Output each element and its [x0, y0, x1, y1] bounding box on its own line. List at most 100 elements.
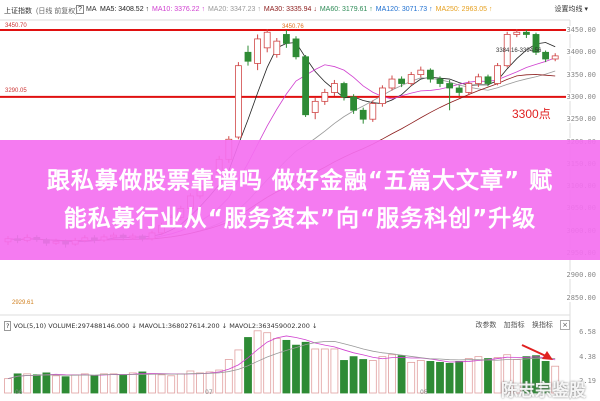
- chart-mode[interactable]: (日线 前复权): [36, 8, 78, 15]
- volume-bar: [464, 358, 473, 394]
- candle-body: [542, 51, 549, 60]
- bottom-line-label: 3290.05: [5, 88, 27, 94]
- volume-bar: [215, 369, 224, 394]
- volume-help-icon[interactable]: ?: [4, 321, 12, 331]
- volume-bar: [244, 337, 252, 394]
- ma-value-3: MA30: 3335.94 ↓: [263, 6, 317, 13]
- candle-body: [446, 83, 454, 89]
- mavol1-line: [7, 335, 556, 380]
- volume-bar: [368, 360, 377, 394]
- x-label-jun: 06: [15, 389, 23, 396]
- volume-bar: [4, 378, 12, 394]
- candle-body: [369, 103, 377, 120]
- volume-bar: [196, 372, 204, 394]
- change-params-button[interactable]: 改参数: [475, 321, 497, 329]
- volume-bar: [167, 375, 176, 394]
- ma-value-2: MA20: 3347.23 ↑: [207, 6, 261, 13]
- candle-body: [503, 34, 511, 67]
- candle-body: [388, 78, 396, 89]
- candle-body: [244, 51, 252, 62]
- candle-body: [254, 38, 262, 64]
- volume-bar: [455, 361, 464, 394]
- volume-bar: [80, 373, 89, 394]
- candle-body: [407, 74, 415, 84]
- volume-bar: [503, 354, 512, 394]
- volume-bar: [100, 373, 108, 394]
- low-label: 2929.61: [12, 300, 34, 306]
- price-axis-label: 3300.00: [566, 92, 596, 101]
- price-axis-label: 2850.00: [566, 293, 596, 302]
- ma-value-6: MA250: 2963.05 ↑: [435, 6, 493, 13]
- weibo-watermark: 陈志宗鉴股: [501, 381, 586, 401]
- candle-body: [302, 56, 310, 116]
- candle-body: [350, 96, 358, 111]
- candle-body: [359, 109, 367, 120]
- volume-bar: [138, 371, 147, 394]
- volume-bar: [157, 374, 166, 394]
- red-arrow: [521, 344, 549, 358]
- close-icon[interactable]: ×: [560, 320, 570, 330]
- volume-bar: [282, 339, 291, 394]
- support-label: 3300点: [512, 107, 551, 121]
- candle-body: [234, 65, 242, 138]
- volume-bar: [23, 373, 32, 394]
- volume-bar: [436, 361, 444, 394]
- volume-bar: [301, 341, 310, 394]
- candle-body: [330, 83, 338, 93]
- volume-bar: [416, 360, 425, 394]
- candle-body: [484, 76, 492, 84]
- candle-body: [474, 76, 482, 84]
- headline-line-1: 跟私募做股票靠谱吗 做好金融“五篇大文章” 赋: [46, 168, 554, 194]
- volume-header: ? VOL(5,10) VOLUME:297488146.000 ↓ MAVOL…: [4, 321, 318, 331]
- candle-body: [436, 78, 444, 84]
- volume-bar: [205, 371, 214, 394]
- candle-body: [551, 55, 559, 60]
- candle-body: [417, 69, 425, 75]
- volume-bar: [52, 375, 60, 394]
- volume-bar: [128, 372, 137, 394]
- ma-value-0: MA5: 3408.52 ↑: [100, 6, 150, 13]
- candle-body: [494, 65, 502, 84]
- volume-bar: [426, 361, 435, 394]
- ma-values: MA5: 3408.52 ↑ MA10: 3376.22 ↑ MA20: 3347.…: [100, 6, 495, 13]
- ma-settings-dropdown[interactable]: 设置均线 ▾: [551, 4, 588, 14]
- volume-bar: [378, 356, 387, 394]
- volume-bar: [119, 374, 128, 394]
- volume-bar: [445, 362, 454, 394]
- help-icon[interactable]: ?: [76, 5, 84, 14]
- volume-bar: [42, 372, 51, 394]
- chart-header: 上证指数 (日线 前复权) ? MA MA5: 3408.52 ↑ MA10: 3…: [0, 0, 600, 20]
- volume-bar: [32, 374, 41, 394]
- volume-values: VOL(5,10) VOLUME:297488146.000 ↓ MAVOL1:…: [13, 322, 318, 330]
- candle-body: [398, 78, 406, 84]
- volume-bar: [474, 356, 483, 394]
- volume-bar: [349, 356, 358, 394]
- candle-body: [523, 31, 530, 35]
- candle-body: [378, 87, 386, 104]
- volume-bar: [330, 348, 339, 394]
- volume-bar: [359, 359, 368, 394]
- high-label: 3450.76: [282, 24, 304, 30]
- indicator-buttons: 改参数 加指标 换指标 ×: [470, 320, 570, 330]
- volume-bar: [532, 355, 540, 394]
- add-indicator-button[interactable]: 加指标: [503, 321, 525, 329]
- candle-body: [311, 100, 319, 113]
- switch-indicator-button[interactable]: 换指标: [531, 321, 553, 329]
- price-axis-label: 3400.00: [566, 48, 596, 57]
- volume-bar: [292, 344, 300, 394]
- price-axis-label: 2900.00: [566, 271, 596, 280]
- volume-bar: [493, 357, 502, 394]
- top-line-label: 3450.70: [5, 23, 27, 29]
- headline-banner: 跟私募做股票靠谱吗 做好金融“五篇大文章” 赋 能私募行业从“服务资本”向“服务…: [0, 140, 600, 260]
- candle-body: [532, 34, 540, 53]
- volume-bar: [320, 348, 329, 394]
- volume-bar: [176, 373, 185, 394]
- volume-bar: [407, 361, 416, 394]
- volume-bar: [71, 374, 80, 394]
- index-name: 上证指数: [4, 8, 32, 15]
- volume-bar: [253, 330, 262, 394]
- candle-body: [263, 31, 271, 49]
- volume-bar: [541, 361, 550, 394]
- volume-bar: [224, 359, 233, 394]
- volume-axis-label: 2.19: [579, 377, 596, 385]
